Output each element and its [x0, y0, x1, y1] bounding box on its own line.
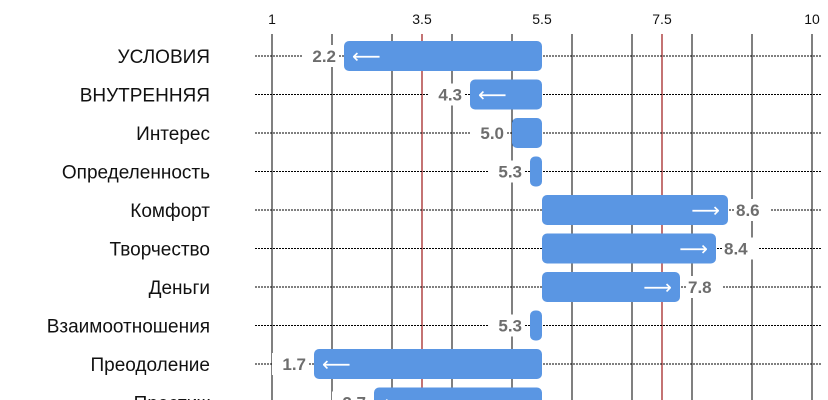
value-label: 8.4	[724, 240, 748, 259]
value-label-bg	[488, 160, 524, 183]
value-label-bg	[272, 353, 308, 375]
value-label: 5.3	[498, 317, 522, 336]
x-tick-label-4: 10	[804, 11, 820, 27]
value-label: 1.7	[282, 355, 306, 374]
arrow-right-icon: ⟶	[643, 275, 672, 299]
value-label: 8.6	[736, 201, 760, 220]
arrow-left-icon: ⟵	[322, 352, 351, 376]
bars: ⟵ ⟵ ⟶ ⟶ ⟶ ⟵ ⟵	[314, 41, 728, 400]
value-label: 5.0	[480, 124, 504, 143]
bar	[530, 156, 542, 187]
category-label: Определенность	[62, 163, 210, 184]
value-label-bg	[428, 83, 464, 106]
category-label: Преодоление	[90, 355, 210, 376]
arrow-right-icon: ⟶	[691, 198, 720, 222]
value-label-bg	[686, 276, 722, 298]
arrow-left-icon: ⟵	[382, 391, 411, 400]
x-tick-label-3: 7.5	[652, 11, 672, 27]
value-label-bg	[302, 45, 338, 67]
value-labels: 2.2 4.3 5.0 5.3 8.6 8.4 7.8 5.3 1.7 2.7	[272, 45, 770, 400]
category-label: Творчество	[110, 240, 210, 261]
value-label: 2.7	[342, 394, 366, 400]
category-label: Интерес	[136, 124, 210, 145]
value-label-bg	[488, 314, 524, 337]
x-tick-label-1: 3.5	[412, 11, 432, 27]
category-labels: УСЛОВИЯ ВНУТРЕННЯЯ Интерес Определенность Ко…	[47, 47, 211, 400]
value-label-bg	[734, 199, 770, 221]
x-tick-label-2: 5.5	[532, 11, 552, 27]
arrow-left-icon: ⟵	[478, 83, 507, 107]
bar	[314, 349, 542, 379]
value-label: 7.8	[688, 278, 712, 297]
tick-labels: 1 3.5 5.5 7.5 10	[268, 11, 820, 27]
bar	[374, 387, 542, 400]
value-label: 5.3	[498, 163, 522, 182]
x-tick-label-0: 1	[268, 11, 276, 27]
value-label-bg	[332, 391, 368, 400]
value-label: 4.3	[438, 86, 462, 105]
category-label: Деньги	[149, 278, 210, 299]
bar	[542, 272, 680, 302]
arrow-right-icon: ⟶	[679, 237, 708, 261]
bar	[344, 41, 542, 71]
bar	[512, 118, 542, 148]
category-label: УСЛОВИЯ	[118, 47, 210, 68]
value-label-bg	[722, 237, 758, 260]
value-label: 2.2	[312, 47, 336, 66]
arrow-left-icon: ⟵	[352, 44, 381, 68]
category-label: Комфорт	[130, 201, 210, 222]
value-label-bg	[470, 122, 506, 144]
bar	[542, 233, 716, 264]
category-label: Взаимоотношения	[47, 317, 210, 338]
bar	[470, 79, 542, 110]
category-label: Престиж	[134, 394, 211, 400]
category-label: ВНУТРЕННЯЯ	[80, 86, 210, 107]
bar	[530, 310, 542, 341]
bar	[542, 195, 728, 225]
